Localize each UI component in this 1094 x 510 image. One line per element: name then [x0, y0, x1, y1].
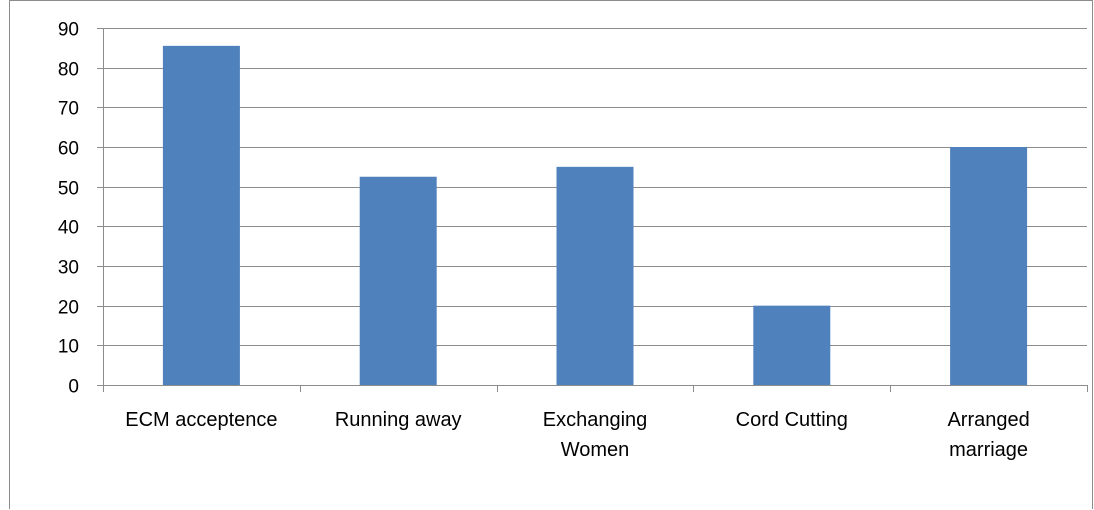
bar — [950, 147, 1028, 385]
bar — [359, 176, 437, 385]
y-tick-label: 80 — [58, 60, 79, 81]
bar — [753, 305, 831, 385]
y-tick-label: 30 — [58, 258, 79, 279]
x-category-label: Cord Cutting — [736, 409, 848, 431]
y-tick-label: 70 — [58, 99, 79, 120]
y-tick-label: 20 — [58, 298, 79, 319]
x-category-label: marriage — [949, 439, 1028, 461]
x-category-label: ECM acceptence — [125, 409, 277, 431]
chart-frame — [9, 0, 1093, 509]
bar — [162, 45, 240, 385]
x-category-label: Running away — [335, 409, 462, 431]
x-category-label: Women — [561, 439, 630, 461]
y-tick-label: 0 — [68, 377, 79, 398]
y-tick-label: 40 — [58, 218, 79, 239]
bar — [556, 166, 634, 385]
x-category-label: Arranged — [947, 409, 1029, 431]
y-tick-label: 60 — [58, 139, 79, 160]
y-tick-label: 90 — [58, 20, 79, 41]
y-tick-label: 10 — [58, 337, 79, 358]
y-tick-label: 50 — [58, 179, 79, 200]
x-category-label: Exchanging — [543, 409, 648, 431]
